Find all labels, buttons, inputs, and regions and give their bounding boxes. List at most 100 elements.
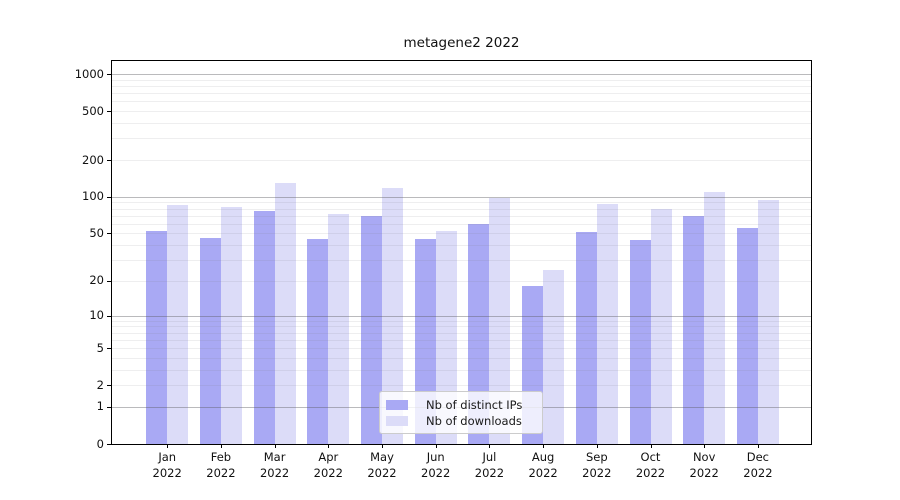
bar-distinct-ips-may [361, 216, 382, 444]
x-tick-aug [543, 444, 545, 448]
y-tick-20 [107, 280, 111, 282]
y-tick-label-50: 50 [89, 225, 104, 240]
legend: Nb of distinct IPs Nb of downloads [379, 391, 543, 434]
y-tick-10 [107, 315, 111, 317]
bar-downloads-oct [650, 208, 672, 444]
bar-distinct-ips-feb [199, 237, 221, 444]
gridline-minor-3 [112, 369, 811, 371]
x-tick-label-nov: Nov 2022 [689, 450, 719, 480]
gridline-minor-300 [112, 138, 811, 140]
x-tick-label-mar: Mar 2022 [259, 450, 290, 480]
gridline-minor-8 [112, 326, 811, 328]
x-tick-jul [489, 444, 491, 448]
grid-layer [112, 61, 811, 444]
bar-downloads-aug [543, 269, 565, 444]
y-tick-label-500: 500 [82, 103, 104, 118]
gridline-minor-6 [112, 339, 811, 341]
gridline-minor-400 [112, 123, 811, 125]
x-tick-label-aug: Aug 2022 [528, 450, 558, 480]
x-tick-oct [650, 444, 652, 448]
y-tick-5 [107, 348, 111, 350]
gridline-minor-90 [112, 202, 811, 204]
chart-title: metagene2 2022 [403, 35, 520, 51]
gridline-minor-7 [112, 332, 811, 334]
gridline-major-10 [112, 315, 811, 317]
gridline-minor-900 [112, 79, 811, 81]
x-tick-apr [328, 444, 330, 448]
y-tick-100 [107, 196, 111, 198]
plot-area [111, 60, 812, 445]
x-tick-label-sep: Sep 2022 [582, 450, 612, 480]
y-tick-1 [107, 406, 111, 408]
y-tick-label-5: 5 [96, 340, 104, 355]
bars-layer [112, 61, 811, 444]
bar-distinct-ips-dec [736, 227, 758, 444]
x-tick-label-may: May 2022 [367, 450, 397, 480]
bar-downloads-sep [596, 203, 618, 444]
legend-label-distinct-ips: Nb of distinct IPs [426, 397, 523, 412]
y-tick-2 [107, 385, 111, 387]
y-tick-0 [107, 444, 111, 445]
gridline-minor-30 [112, 260, 811, 262]
x-tick-feb [220, 444, 222, 448]
gridline-major-1000 [112, 74, 811, 76]
y-tick-label-200: 200 [82, 152, 104, 167]
bar-distinct-ips-jul [468, 223, 490, 444]
gridline-minor-60 [112, 223, 811, 225]
y-tick-label-2: 2 [96, 377, 104, 392]
gridline-minor-5 [112, 348, 811, 350]
y-tick-500 [107, 111, 111, 113]
gridline-minor-800 [112, 85, 811, 87]
x-tick-label-jun: Jun 2022 [421, 450, 451, 480]
y-tick-label-1: 1 [96, 399, 104, 414]
y-tick-label-100: 100 [82, 189, 104, 204]
y-tick-label-0: 0 [96, 436, 104, 451]
x-tick-label-apr: Apr 2022 [313, 450, 343, 480]
gridline-minor-700 [112, 93, 811, 95]
gridline-minor-40 [112, 245, 811, 247]
legend-item-distinct-ips: Nb of distinct IPs [386, 397, 536, 412]
legend-item-downloads: Nb of downloads [386, 413, 536, 428]
bar-distinct-ips-sep [575, 232, 597, 444]
bar-downloads-dec [757, 200, 779, 444]
gridline-minor-80 [112, 208, 811, 210]
x-tick-may [382, 444, 383, 448]
bar-downloads-jun [435, 231, 457, 444]
bar-distinct-ips-oct [629, 240, 651, 444]
bar-downloads-jan [167, 205, 189, 444]
bar-downloads-feb [220, 207, 242, 444]
gridline-major-100 [112, 196, 811, 198]
gridline-minor-20 [112, 280, 811, 282]
bar-distinct-ips-mar [253, 211, 275, 444]
x-tick-jan [167, 444, 169, 448]
bar-distinct-ips-jan [146, 231, 168, 444]
bar-downloads-may [382, 187, 403, 444]
x-tick-label-feb: Feb 2022 [206, 450, 236, 480]
bar-downloads-nov [704, 191, 726, 444]
gridline-minor-70 [112, 215, 811, 217]
x-tick-mar [274, 444, 276, 448]
y-tick-label-1000: 1000 [74, 66, 104, 81]
x-tick-sep [596, 444, 598, 448]
legend-swatch-distinct-ips [386, 399, 408, 410]
x-tick-label-dec: Dec 2022 [743, 450, 773, 480]
gridline-minor-4 [112, 357, 811, 359]
legend-label-downloads: Nb of downloads [426, 413, 522, 428]
y-tick-label-10: 10 [89, 308, 104, 323]
legend-swatch-downloads [386, 415, 408, 426]
bar-downloads-jul [489, 198, 511, 444]
y-tick-label-20: 20 [89, 273, 104, 288]
x-tick-label-jul: Jul 2022 [474, 450, 505, 480]
x-tick-label-jan: Jan 2022 [152, 450, 182, 480]
bar-downloads-mar [274, 182, 296, 444]
gridline-minor-2 [112, 385, 811, 387]
gridline-minor-600 [112, 101, 811, 103]
gridline-minor-200 [112, 160, 811, 162]
bar-downloads-apr [328, 214, 350, 444]
bar-distinct-ips-apr [307, 238, 329, 444]
y-tick-1000 [107, 74, 111, 76]
gridline-minor-50 [112, 233, 811, 235]
x-tick-nov [704, 444, 706, 448]
x-tick-label-oct: Oct 2022 [635, 450, 666, 480]
